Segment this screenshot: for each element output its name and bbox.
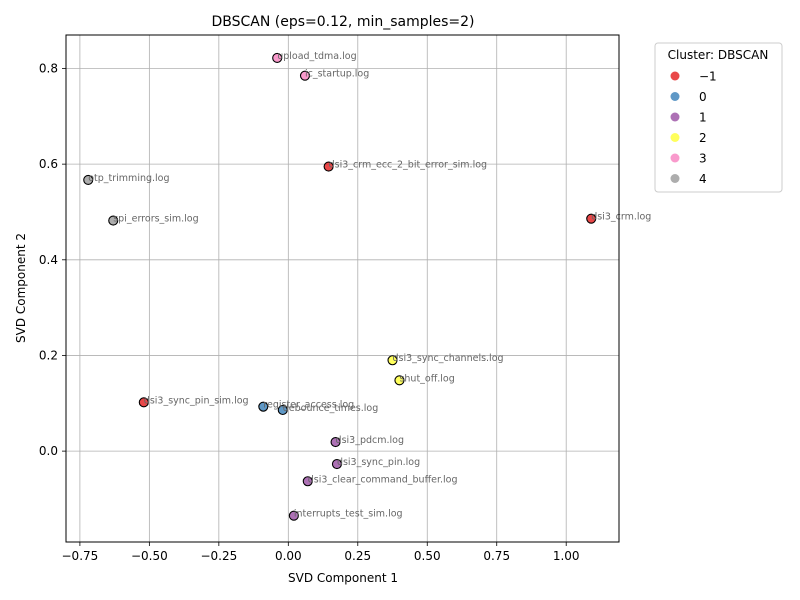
x-tick-label: 0.50 [414, 549, 441, 563]
data-point [138, 397, 149, 408]
x-tick-label: −0.50 [131, 549, 168, 563]
point-label: interrupts_test_sim.log [294, 509, 403, 520]
x-axis-label: SVD Component 1 [288, 571, 398, 585]
x-tick-label: 0.00 [275, 549, 302, 563]
legend-marker [670, 153, 680, 163]
legend-label: 3 [699, 152, 707, 166]
legend-marker [670, 174, 680, 183]
y-axis-label: SVD Component 2 [14, 233, 28, 343]
point-label: spi_errors_sim.log [113, 214, 198, 225]
x-tick-label: 0.75 [483, 549, 510, 563]
legend-marker [670, 133, 680, 142]
y-axis-ticks: 0.0 0.2 0.4 0.6 0.8 [39, 61, 66, 458]
legend-marker [670, 112, 680, 122]
data-point [108, 215, 119, 226]
y-tick-label: 0.6 [39, 157, 58, 171]
point-labels: upload_tdma.log ic_startup.log dsi3_crm_ec… [88, 51, 651, 520]
legend-label: 1 [699, 111, 707, 125]
point-label: dsi3_pdcm.log [336, 435, 404, 446]
data-point [272, 52, 283, 64]
data-point [83, 174, 94, 185]
point-label: register_access.log [263, 400, 354, 411]
legend-title: Cluster: DBSCAN [668, 48, 769, 62]
legend-label: 2 [699, 131, 707, 145]
data-point [331, 458, 342, 470]
point-label: dsi3_crm_ecc_2_bit_error_sim.log [329, 160, 487, 171]
x-tick-label: −0.75 [62, 549, 99, 563]
point-label: otp_trimming.log [88, 173, 169, 184]
point-label: dsi3_sync_pin.log [337, 457, 420, 468]
data-point [330, 436, 341, 448]
data-point [288, 510, 299, 521]
y-tick-label: 0.2 [39, 348, 58, 362]
point-label: debounce_times.log [283, 403, 379, 414]
data-points [83, 52, 597, 521]
point-label: upload_tdma.log [277, 51, 356, 62]
data-point [299, 70, 311, 81]
point-label: dsi3_sync_pin_sim.log [144, 395, 249, 406]
x-tick-label: −0.25 [200, 549, 237, 563]
legend-marker [670, 92, 680, 101]
data-point [387, 355, 398, 366]
grid-lines [66, 35, 619, 542]
data-point [586, 213, 597, 224]
x-tick-label: 0.25 [344, 549, 371, 563]
y-tick-label: 0.8 [39, 61, 58, 75]
legend-label: 4 [699, 172, 707, 186]
point-label: dsi3_crm.log [591, 212, 651, 223]
point-label: ic_startup.log [305, 69, 369, 80]
point-label: shut_off.log [399, 373, 454, 384]
data-point [302, 476, 313, 487]
data-point [323, 161, 334, 172]
x-axis-ticks: −0.75 −0.50 −0.25 0.00 0.25 0.50 0.75 1.00 [62, 542, 580, 563]
point-label: dsi3_clear_command_buffer.log [308, 474, 458, 485]
legend-marker [670, 71, 680, 81]
x-tick-label: 1.00 [553, 549, 580, 563]
data-point [258, 401, 269, 412]
y-tick-label: 0.0 [39, 444, 58, 458]
legend: Cluster: DBSCAN −1 0 1 2 3 4 [654, 42, 783, 193]
legend-label: −1 [699, 70, 717, 84]
data-point [277, 404, 288, 416]
chart-title: DBSCAN (eps=0.12, min_samples=2) [211, 14, 474, 30]
legend-label: 0 [699, 90, 707, 104]
point-label: dsi3_sync_channels.log [393, 353, 504, 364]
legend-box [654, 42, 783, 193]
plot-frame [65, 34, 620, 543]
data-point [394, 375, 405, 386]
y-tick-label: 0.4 [39, 253, 58, 267]
legend-entries: −1 0 1 2 3 4 [670, 70, 717, 186]
